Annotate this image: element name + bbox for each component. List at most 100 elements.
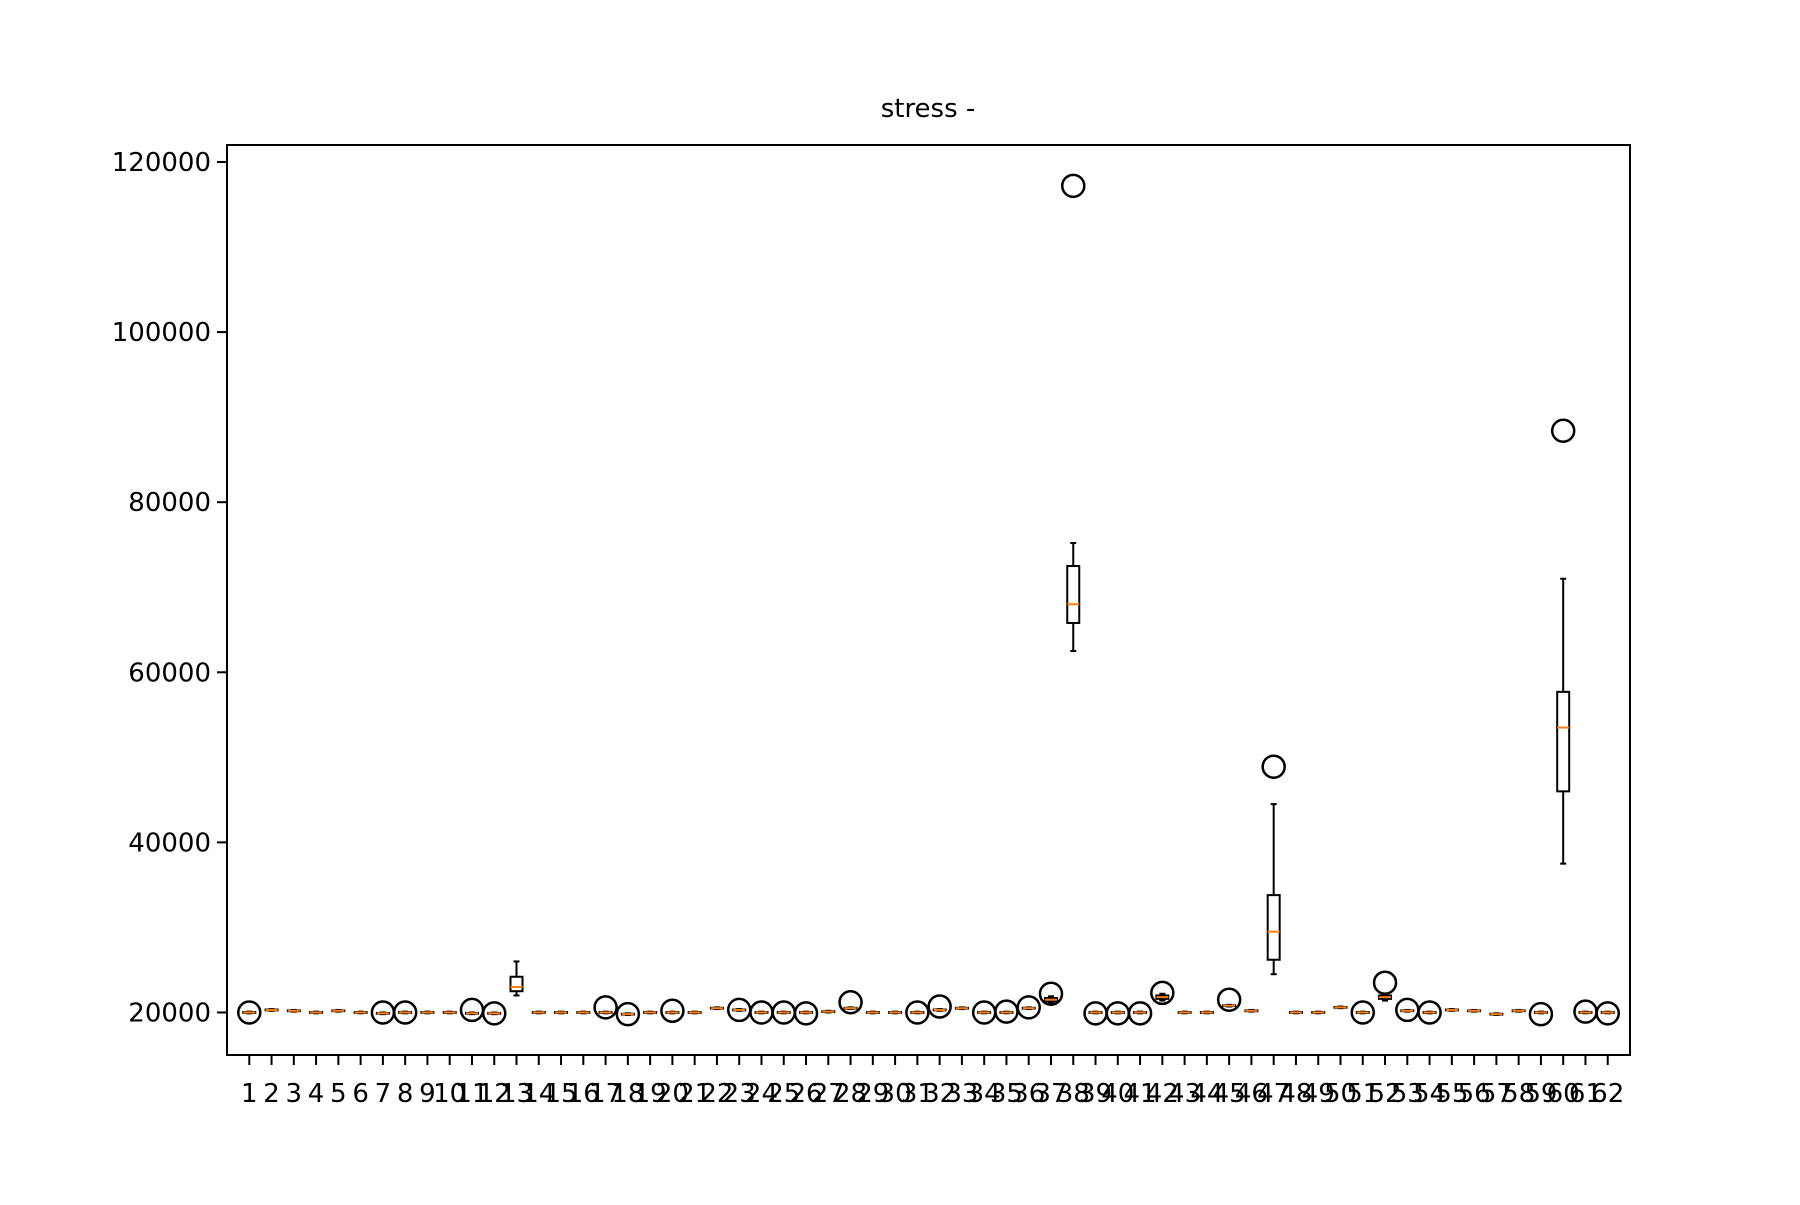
y-tick-label: 60000 xyxy=(128,658,211,688)
box-group xyxy=(1261,754,1286,976)
box-group xyxy=(865,1010,880,1015)
outlier-point xyxy=(1216,987,1242,1012)
outlier-point xyxy=(615,1001,641,1027)
outlier-point xyxy=(392,1000,418,1025)
x-tick-label: 25 xyxy=(767,1079,800,1109)
outlier-point xyxy=(838,990,863,1015)
x-tick-label: 9 xyxy=(419,1079,436,1109)
x-tick-label: 43 xyxy=(1168,1079,1201,1109)
outlier-point xyxy=(1127,1001,1153,1026)
box-iqr xyxy=(1556,690,1571,793)
y-tick-label: 20000 xyxy=(128,998,211,1028)
box-group xyxy=(687,1010,702,1015)
x-tick-label: 57 xyxy=(1480,1079,1513,1109)
box-group xyxy=(838,990,863,1015)
outlier-point xyxy=(1372,970,1398,995)
box-group xyxy=(821,1009,836,1014)
box-group xyxy=(1288,1010,1303,1015)
chart-title: stress - xyxy=(881,94,976,124)
x-tick-label: 33 xyxy=(945,1079,978,1109)
x-tick-label: 40 xyxy=(1101,1079,1134,1109)
box-group xyxy=(905,1000,930,1025)
x-tick-label: 27 xyxy=(812,1079,845,1109)
x-tick-label: 46 xyxy=(1235,1079,1268,1109)
x-tick-label: 11 xyxy=(455,1079,488,1109)
x-tick-label: 26 xyxy=(789,1079,822,1109)
box-group xyxy=(1038,981,1064,1007)
outlier-point xyxy=(927,994,952,1019)
x-tick-label: 24 xyxy=(745,1079,778,1109)
x-tick-label: 5 xyxy=(330,1079,347,1109)
x-tick-label: 19 xyxy=(634,1079,667,1109)
x-tick-label: 48 xyxy=(1279,1079,1312,1109)
box-group xyxy=(1467,1008,1482,1013)
box-group xyxy=(459,997,485,1023)
x-tick-label: 21 xyxy=(678,1079,711,1109)
x-tick-label: 49 xyxy=(1302,1079,1335,1109)
x-tick-label: 59 xyxy=(1524,1079,1557,1109)
x-tick-label: 38 xyxy=(1057,1079,1090,1109)
x-tick-label: 37 xyxy=(1034,1079,1067,1109)
box-group xyxy=(643,1010,658,1015)
outlier-point xyxy=(481,1001,507,1026)
outlier-point xyxy=(1061,173,1086,199)
box-group xyxy=(1528,1001,1554,1027)
x-tick-label: 17 xyxy=(589,1079,622,1109)
outlier-point xyxy=(1417,1000,1442,1025)
box-group xyxy=(531,1010,546,1015)
x-tick-label: 58 xyxy=(1502,1079,1535,1109)
box-group xyxy=(1061,173,1086,653)
outlier-point xyxy=(793,1001,819,1026)
box-group xyxy=(1417,1000,1442,1025)
box-group xyxy=(1127,1001,1153,1026)
x-tick-label: 22 xyxy=(700,1079,733,1109)
y-tick-label: 100000 xyxy=(112,318,211,348)
box-group xyxy=(660,998,685,1024)
outlier-point xyxy=(593,995,618,1020)
x-tick-label: 53 xyxy=(1391,1079,1424,1109)
box-group xyxy=(509,960,524,997)
y-tick-label: 80000 xyxy=(128,488,211,518)
box-group xyxy=(1333,1005,1348,1010)
box-group xyxy=(1444,1008,1459,1012)
box-group xyxy=(392,1000,418,1025)
box-group xyxy=(1244,1008,1259,1013)
x-tick-label: 42 xyxy=(1146,1079,1179,1109)
outlier-point xyxy=(1261,754,1286,779)
x-tick-label: 23 xyxy=(723,1079,756,1109)
x-tick-label: 2 xyxy=(263,1079,280,1109)
x-tick-label: 29 xyxy=(856,1079,889,1109)
x-axis: 1 2 3 4 5 6 7 8 91011121314151617181920212223242… xyxy=(241,1055,1624,1109)
box-iqr xyxy=(1066,564,1081,624)
box-group xyxy=(1150,980,1175,1006)
box-group xyxy=(353,1010,368,1015)
box-group xyxy=(927,994,952,1019)
box-group xyxy=(576,1010,591,1015)
x-tick-label: 4 xyxy=(308,1079,325,1109)
x-tick-label: 47 xyxy=(1257,1079,1290,1109)
box-group xyxy=(1511,1008,1526,1013)
x-tick-label: 61 xyxy=(1569,1079,1602,1109)
x-tick-label: 30 xyxy=(879,1079,912,1109)
x-tick-label: 14 xyxy=(522,1079,555,1109)
outlier-point xyxy=(1350,1000,1376,1025)
box-group xyxy=(237,1000,262,1025)
plot-area-frame xyxy=(226,144,1631,1056)
x-tick-label: 55 xyxy=(1435,1079,1468,1109)
box-group xyxy=(1350,1000,1376,1025)
x-tick-label: 34 xyxy=(968,1079,1001,1109)
x-tick-label: 45 xyxy=(1213,1079,1246,1109)
x-tick-label: 16 xyxy=(567,1079,600,1109)
x-tick-label: 6 xyxy=(352,1079,369,1109)
x-tick-label: 12 xyxy=(478,1079,511,1109)
outlier-point xyxy=(660,998,685,1024)
x-tick-label: 51 xyxy=(1346,1079,1379,1109)
box-group xyxy=(793,1001,819,1026)
box-group xyxy=(331,1008,346,1013)
box-group xyxy=(481,1001,507,1026)
outlier-point xyxy=(905,1000,930,1025)
x-tick-label: 13 xyxy=(500,1079,533,1109)
x-tick-label: 10 xyxy=(433,1079,466,1109)
box-group xyxy=(593,995,618,1020)
